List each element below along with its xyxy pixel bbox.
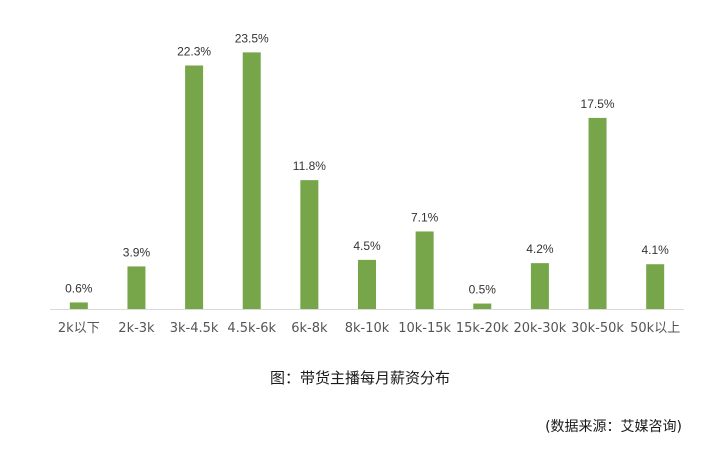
value-label-0: 0.6%: [65, 281, 93, 295]
bar-7: [473, 303, 492, 309]
bars-group: [69, 52, 665, 310]
x-tick-label-10: 50k以上: [630, 321, 680, 336]
chart-caption: 图：带货主播每月薪资分布: [269, 369, 450, 387]
bar-chart: 0.6% 3.9% 22.3% 23.5% 11.8% 4.5% 7.1% 0.5% 4.2% 1…: [50, 31, 684, 336]
value-label-1: 3.9%: [123, 245, 151, 259]
bar-2: [185, 65, 204, 309]
x-tick-label-0: 2k以下: [58, 321, 100, 336]
bar-3: [242, 52, 261, 309]
x-tick-label-7: 15k-20k: [456, 321, 509, 336]
x-tick-labels-group: 2k以下 2k-3k 3k-4.5k 4.5k-6k 6k-8k 8k-10k 10k-15…: [58, 321, 680, 336]
x-tick-label-3: 4.5k-6k: [227, 321, 276, 336]
bar-9: [588, 117, 607, 310]
bar-5: [358, 259, 376, 309]
x-tick-label-8: 20k-30k: [513, 321, 566, 336]
x-tick-label-6: 10k-15k: [398, 321, 451, 336]
value-label-9: 17.5%: [581, 97, 615, 111]
bar-6: [415, 231, 434, 309]
value-labels-group: 0.6% 3.9% 22.3% 23.5% 11.8% 4.5% 7.1% 0.5% 4.2% 1…: [65, 31, 669, 296]
value-label-4: 11.8%: [293, 159, 326, 173]
value-label-7: 0.5%: [469, 283, 497, 297]
value-label-6: 7.1%: [411, 210, 439, 224]
source-note: (数据来源：艾媒咨询): [545, 419, 682, 435]
x-tick-label-2: 3k-4.5k: [170, 321, 219, 336]
x-tick-label-5: 8k-10k: [345, 321, 390, 336]
bar-0: [69, 302, 88, 309]
bar-8: [530, 263, 549, 309]
bar-4: [300, 180, 319, 309]
value-label-8: 4.2%: [526, 242, 554, 256]
bar-10: [646, 264, 665, 309]
x-tick-label-1: 2k-3k: [118, 321, 155, 336]
value-label-10: 4.1%: [642, 243, 670, 257]
x-tick-label-9: 30k-50k: [571, 321, 624, 336]
value-label-2: 22.3%: [177, 44, 211, 58]
value-label-3: 23.5%: [235, 31, 269, 45]
x-tick-label-4: 6k-8k: [291, 321, 328, 336]
bar-1: [127, 266, 146, 309]
value-label-5: 4.5%: [353, 239, 381, 253]
